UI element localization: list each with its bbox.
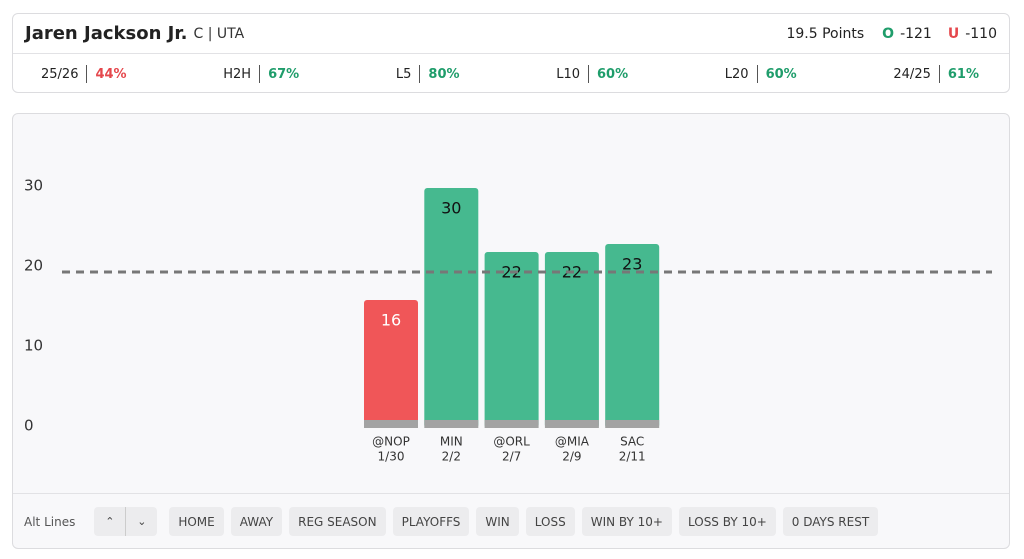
stat: 24/25 61% (893, 65, 979, 83)
bar-base (605, 420, 660, 428)
stat-label: L5 (395, 66, 412, 82)
bar-base (424, 420, 479, 428)
filter-button[interactable]: 0 DAYS REST (782, 507, 879, 536)
divider (13, 493, 1009, 494)
stat: L5 80% (396, 65, 460, 83)
stat-value: 67% (268, 66, 300, 82)
filter-button[interactable]: WIN BY 10+ (581, 507, 672, 536)
bar-value-label: 23 (622, 255, 642, 274)
stat-value: 80% (428, 66, 460, 82)
bar-base (544, 420, 599, 428)
bar (544, 252, 599, 428)
filter-button[interactable]: PLAYOFFS (392, 507, 470, 536)
stat-label: H2H (223, 66, 252, 82)
bar-value-label: 30 (441, 199, 461, 218)
x-tick-label: SAC (620, 435, 644, 449)
stat-label: 24/25 (893, 66, 931, 82)
bar-value-label: 16 (381, 311, 401, 330)
x-tick-date: 2/2 (442, 450, 461, 464)
filter-button[interactable]: REG SEASON (289, 507, 386, 536)
alt-lines-label: Alt Lines (24, 514, 76, 529)
stat-separator (588, 65, 589, 83)
line-label: 19.5 Points (786, 25, 865, 42)
x-tick-date: 1/30 (378, 450, 405, 464)
stat-value: 44% (95, 66, 127, 82)
line-down[interactable]: ⌄ (125, 507, 157, 536)
y-tick-label: 30 (24, 177, 43, 195)
under-label: U (947, 25, 960, 42)
bar (364, 300, 418, 428)
stat: L10 60% (556, 65, 628, 83)
header: Jaren Jackson Jr. C | UTA 19.5 Points O … (13, 14, 1009, 54)
stat-separator (756, 65, 758, 83)
bar-base (484, 420, 539, 428)
bar (605, 244, 660, 428)
stat: 25/26 44% (41, 65, 127, 83)
x-tick-date: 2/11 (619, 450, 646, 464)
x-tick-date: 2/9 (562, 450, 581, 464)
stat-separator (419, 65, 421, 83)
filter-button[interactable]: LOSS (525, 507, 575, 536)
stat: H2H 67% (223, 65, 299, 83)
filter-button[interactable]: HOME (169, 507, 224, 536)
x-tick-date: 2/7 (502, 450, 521, 464)
stat-value: 60% (765, 66, 797, 82)
bar-base (364, 420, 418, 428)
player-name: Jaren Jackson Jr. (25, 23, 188, 44)
toolbar: Alt Lines ⌃ ⌄ HOME AWAY REG SEASON PLAYOFFS… (24, 507, 879, 536)
filter-button[interactable]: LOSS BY 10+ (678, 507, 776, 536)
stat-label: 25/26 (41, 66, 79, 82)
y-tick-label: 10 (24, 337, 43, 355)
stat-separator (86, 65, 88, 83)
y-tick-label: 20 (24, 257, 43, 275)
stats-row: 25/26 44% H2H 67% L5 80% L10 60% L20 60% 24/25 61% (13, 54, 1009, 94)
stat-label: L10 (556, 66, 580, 82)
x-tick-label: @ORL (493, 435, 530, 449)
team: C | UTA (193, 25, 245, 42)
bar (484, 252, 539, 428)
prop-card: Jaren Jackson Jr. C | UTA 19.5 Points O … (12, 13, 1010, 93)
x-tick-label: MIN (440, 435, 463, 449)
alt-line-stepper: ⌃ ⌄ (94, 507, 158, 536)
stat-separator (938, 65, 940, 83)
x-tick-label: @NOP (372, 435, 410, 449)
line-up[interactable]: ⌃ (105, 515, 115, 528)
bar (424, 188, 479, 428)
stat: L20 60% (725, 65, 797, 83)
stat-value: 60% (597, 66, 629, 82)
chart: 010203016@NOP1/3030MIN2/222@ORL2/722@MIA… (24, 177, 992, 464)
filter-button[interactable]: WIN (476, 507, 519, 536)
over-label: O (882, 25, 895, 42)
stat-value: 61% (947, 66, 979, 82)
stat-separator (259, 65, 261, 83)
x-tick-label: @MIA (555, 435, 590, 449)
over-odds[interactable]: -121 (900, 25, 932, 42)
y-tick-label: 0 (24, 417, 34, 435)
odds: 19.5 Points O -121 U -110 (786, 26, 997, 42)
filter-button[interactable]: AWAY (230, 507, 283, 536)
stat-label: L20 (724, 66, 749, 82)
under-odds[interactable]: -110 (965, 25, 997, 42)
